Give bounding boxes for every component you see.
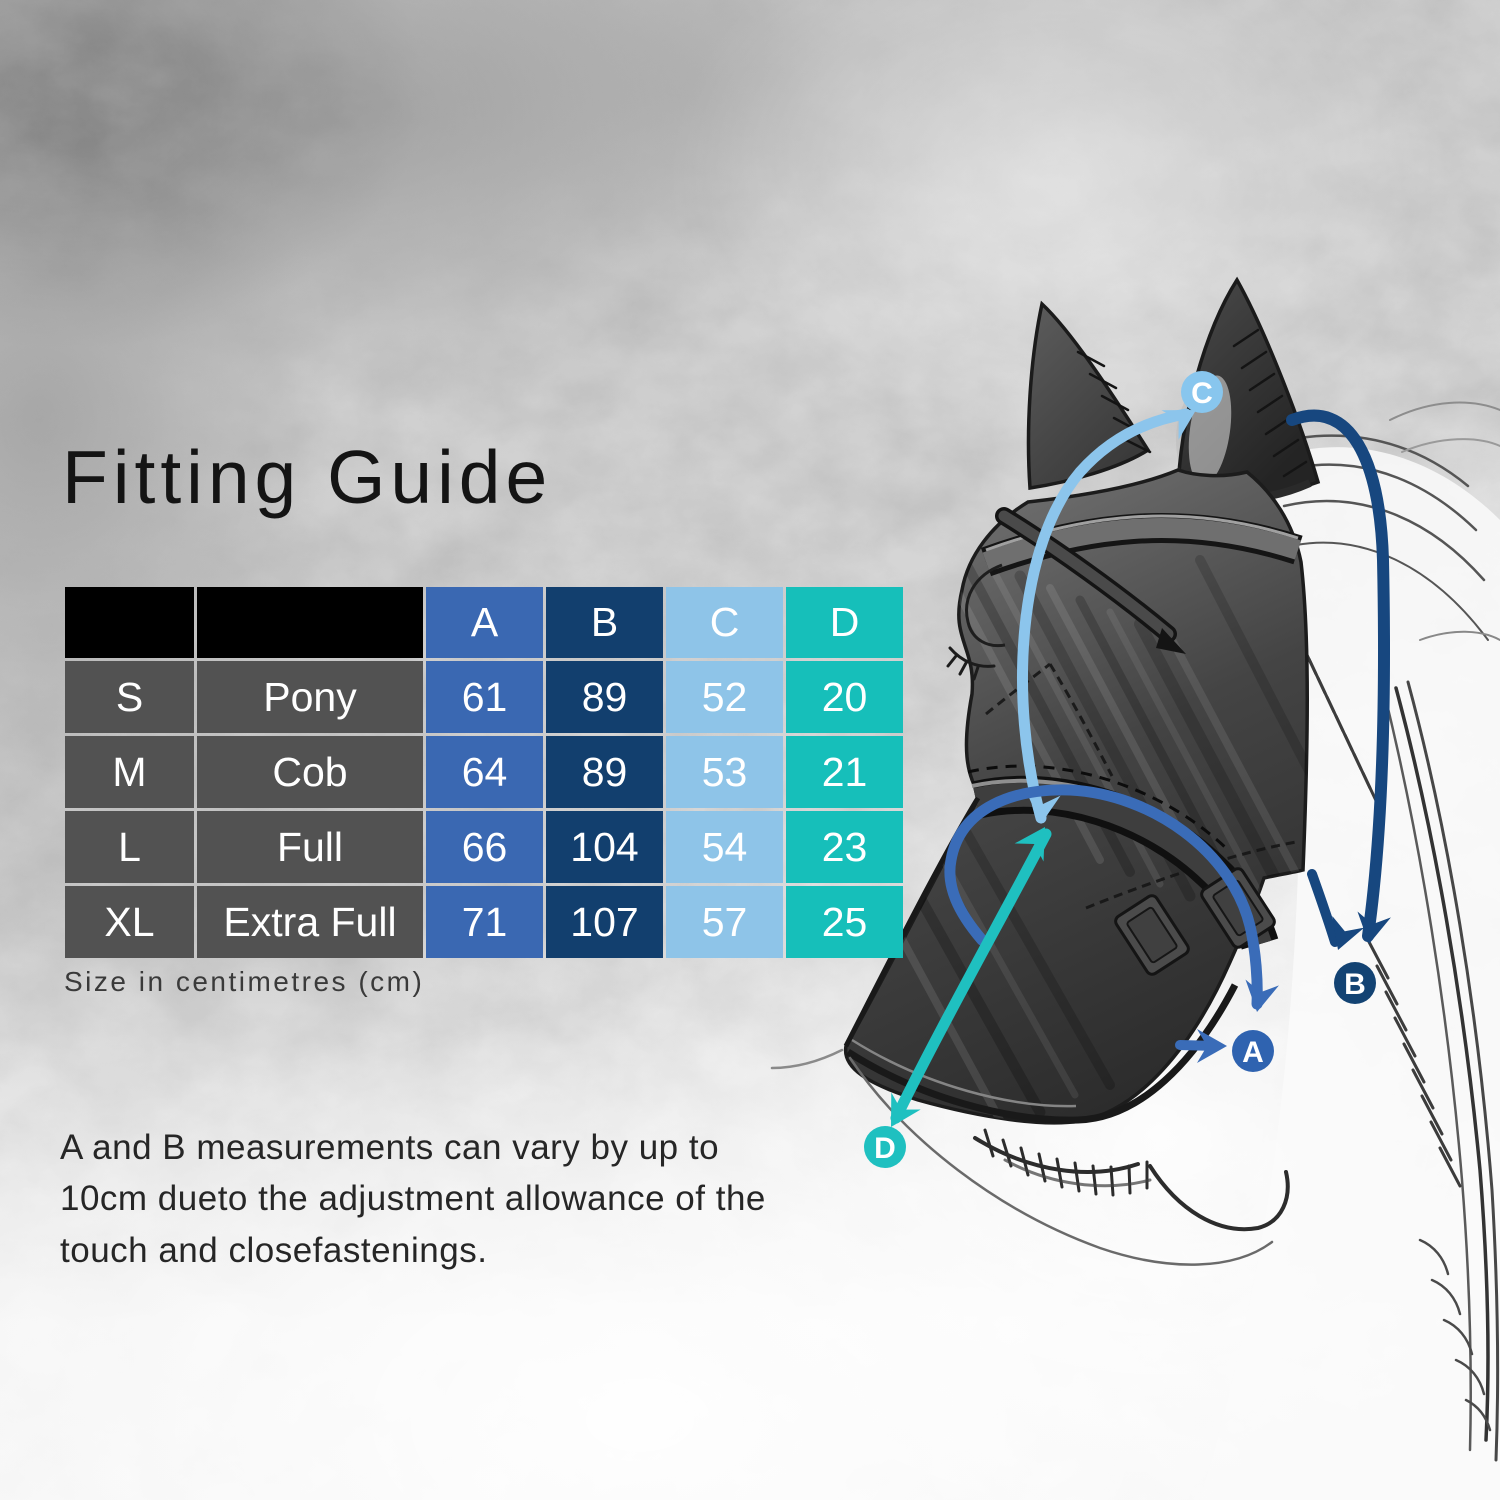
size-cell: S <box>65 661 194 733</box>
marker-d-label: D <box>874 1132 896 1165</box>
size-cell: M <box>65 736 194 808</box>
table-row-l: L Full 66 104 54 23 <box>65 811 903 883</box>
note-line-2: 10cm dueto the adjustment allowance of t… <box>60 1179 766 1219</box>
header-fit-cell <box>197 587 423 658</box>
fitting-table: A B C D S Pony 61 89 52 20 M Cob 64 89 5… <box>62 584 906 961</box>
table-header-row: A B C D <box>65 587 903 658</box>
value-c: 54 <box>666 811 783 883</box>
page-title: Fitting Guide <box>62 435 553 519</box>
note-line-3: touch and closefastenings. <box>60 1230 488 1270</box>
value-c: 53 <box>666 736 783 808</box>
header-col-a: A <box>426 587 543 658</box>
marker-b-label: B <box>1344 968 1366 1001</box>
value-d: 21 <box>786 736 903 808</box>
fit-cell: Full <box>197 811 423 883</box>
marker-a-label: A <box>1242 1036 1264 1069</box>
value-b: 107 <box>546 886 663 958</box>
value-b: 89 <box>546 736 663 808</box>
size-cell: XL <box>65 886 194 958</box>
value-a: 64 <box>426 736 543 808</box>
header-size-cell <box>65 587 194 658</box>
value-a: 61 <box>426 661 543 733</box>
horse-ears <box>1026 276 1321 503</box>
measurement-note: A and B measurements can vary by up to 1… <box>60 1122 766 1276</box>
value-c: 52 <box>666 661 783 733</box>
header-col-b: B <box>546 587 663 658</box>
fit-cell: Extra Full <box>197 886 423 958</box>
header-col-d: D <box>786 587 903 658</box>
table-row-s: S Pony 61 89 52 20 <box>65 661 903 733</box>
size-cell: L <box>65 811 194 883</box>
value-b: 104 <box>546 811 663 883</box>
fit-cell: Pony <box>197 661 423 733</box>
table-caption: Size in centimetres (cm) <box>64 966 425 997</box>
marker-c-label: C <box>1191 377 1213 410</box>
value-b: 89 <box>546 661 663 733</box>
header-col-c: C <box>666 587 783 658</box>
table-row-xl: XL Extra Full 71 107 57 25 <box>65 886 903 958</box>
value-d: 25 <box>786 886 903 958</box>
fit-cell: Cob <box>197 736 423 808</box>
value-a: 66 <box>426 811 543 883</box>
value-d: 23 <box>786 811 903 883</box>
value-d: 20 <box>786 661 903 733</box>
note-line-1: A and B measurements can vary by up to <box>60 1128 720 1167</box>
value-a: 71 <box>426 886 543 958</box>
value-c: 57 <box>666 886 783 958</box>
table-row-m: M Cob 64 89 53 21 <box>65 736 903 808</box>
